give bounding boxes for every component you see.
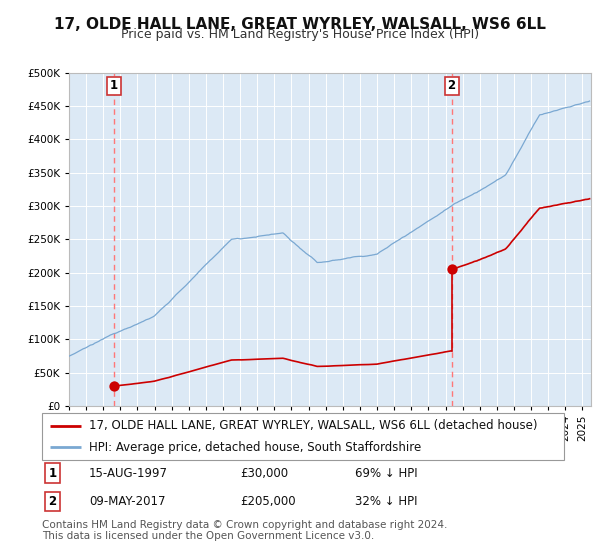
- Text: 1: 1: [48, 466, 56, 479]
- Text: Price paid vs. HM Land Registry's House Price Index (HPI): Price paid vs. HM Land Registry's House …: [121, 28, 479, 41]
- Text: 2: 2: [48, 495, 56, 508]
- Text: This data is licensed under the Open Government Licence v3.0.: This data is licensed under the Open Gov…: [42, 531, 374, 541]
- FancyBboxPatch shape: [42, 413, 564, 460]
- Text: 69% ↓ HPI: 69% ↓ HPI: [355, 466, 418, 479]
- Text: 1: 1: [110, 80, 118, 92]
- Point: [109, 381, 119, 390]
- Text: 17, OLDE HALL LANE, GREAT WYRLEY, WALSALL, WS6 6LL (detached house): 17, OLDE HALL LANE, GREAT WYRLEY, WALSAL…: [89, 419, 538, 432]
- Text: Contains HM Land Registry data © Crown copyright and database right 2024.: Contains HM Land Registry data © Crown c…: [42, 520, 448, 530]
- Text: 2: 2: [448, 80, 455, 92]
- Text: HPI: Average price, detached house, South Staffordshire: HPI: Average price, detached house, Sout…: [89, 441, 421, 454]
- Text: 32% ↓ HPI: 32% ↓ HPI: [355, 495, 418, 508]
- Text: £205,000: £205,000: [241, 495, 296, 508]
- Text: 17, OLDE HALL LANE, GREAT WYRLEY, WALSALL, WS6 6LL: 17, OLDE HALL LANE, GREAT WYRLEY, WALSAL…: [54, 17, 546, 32]
- Point: [447, 265, 457, 274]
- Text: 15-AUG-1997: 15-AUG-1997: [89, 466, 168, 479]
- Text: £30,000: £30,000: [241, 466, 289, 479]
- Text: 09-MAY-2017: 09-MAY-2017: [89, 495, 166, 508]
